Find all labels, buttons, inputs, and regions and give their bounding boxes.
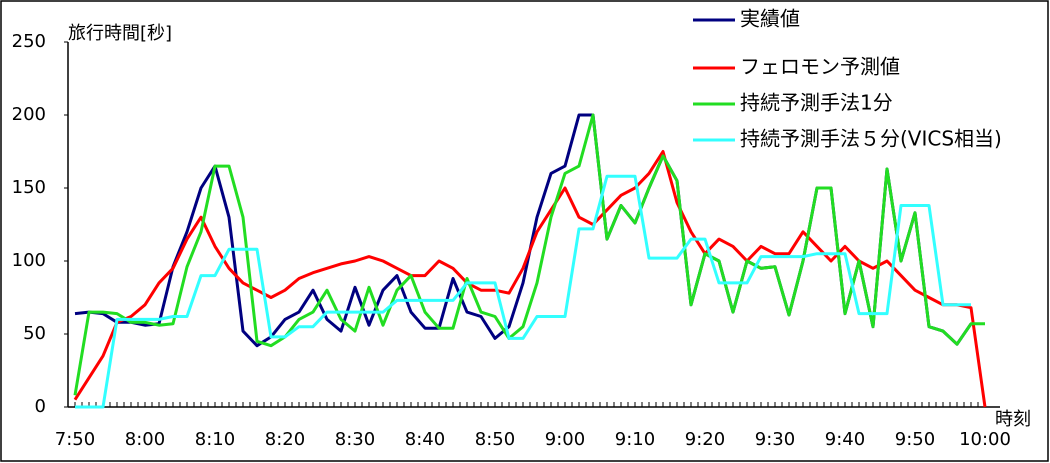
- y-axis-label: 旅行時間[秒]: [68, 23, 172, 44]
- legend-label: 持続予測手法1分: [740, 91, 893, 115]
- x-tick-label: 9:10: [615, 429, 655, 450]
- x-tick-label: 10:00: [959, 429, 1011, 450]
- x-tick-label: 7:50: [55, 429, 95, 450]
- y-tick-label: 100: [12, 250, 46, 271]
- x-tick-label: 8:40: [405, 429, 445, 450]
- x-tick-label: 8:20: [265, 429, 305, 450]
- y-tick-label: 50: [23, 323, 46, 344]
- series-line: [73, 150, 987, 408]
- x-axis-label: 時刻: [995, 409, 1031, 430]
- legend-label: 持続予測手法５分(VICS相当): [740, 127, 1002, 151]
- y-tick-label: 150: [12, 177, 46, 198]
- series-line: [75, 174, 971, 409]
- legend-label: フェロモン予測値: [740, 55, 900, 79]
- x-tick-label: 8:00: [125, 429, 165, 450]
- x-tick-label: 8:30: [335, 429, 375, 450]
- series-line: [73, 113, 985, 396]
- x-tick-label: 9:00: [545, 429, 585, 450]
- x-tick-label: 8:50: [475, 429, 515, 450]
- x-tick-label: 9:40: [825, 429, 865, 450]
- x-tick-label: 9:50: [895, 429, 935, 450]
- y-tick-label: 200: [12, 104, 46, 125]
- y-tick-label: 0: [35, 396, 46, 417]
- x-tick-label: 9:30: [755, 429, 795, 450]
- legend-label: 実績値: [740, 7, 800, 31]
- x-tick-label: 8:10: [195, 429, 235, 450]
- y-tick-label: 250: [12, 31, 46, 52]
- x-tick-label: 9:20: [685, 429, 725, 450]
